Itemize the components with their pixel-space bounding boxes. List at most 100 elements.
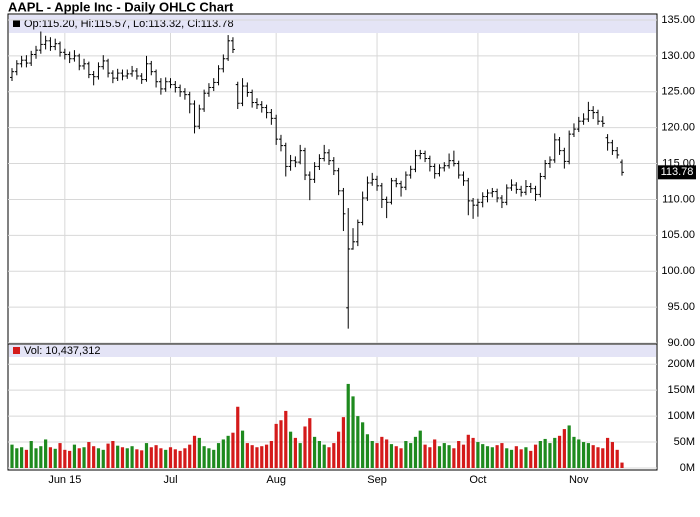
volume-bar [288, 431, 293, 468]
volume-bar [159, 448, 163, 468]
volume-bar [207, 448, 211, 468]
volume-bar [140, 450, 144, 468]
volume-bar [264, 444, 269, 468]
volume-bar [298, 443, 302, 468]
volume-bar [332, 443, 336, 468]
volume-tick-label: 200M [667, 358, 695, 370]
volume-bar [591, 445, 595, 468]
y-tick-label: 90.00 [667, 337, 695, 349]
grid [8, 19, 657, 469]
volume-bar [404, 441, 408, 468]
volume-bar [164, 449, 168, 468]
volume-bar [10, 444, 14, 468]
y-tick-label: 95.00 [667, 301, 695, 313]
volume-bar [149, 447, 153, 468]
volume-bar [111, 441, 115, 468]
volume-bar [15, 448, 19, 468]
volume-bar [303, 426, 307, 468]
y-tick-label: 135.00 [661, 14, 695, 26]
volume-bar [212, 449, 216, 468]
volume-legend-bar [9, 345, 656, 357]
volume-bar [615, 449, 619, 468]
volume-tick-label: 100M [667, 410, 695, 422]
volume-bar [202, 446, 206, 468]
volume-bar [337, 431, 341, 468]
volume-bar [577, 439, 581, 468]
volume-bar [293, 437, 297, 468]
x-tick-label: Nov [569, 474, 589, 486]
volume-bar [572, 436, 576, 468]
volume-bar [524, 447, 528, 468]
volume-bar [495, 445, 499, 468]
volume-legend-swatch [13, 347, 20, 354]
volume-bar [173, 449, 177, 468]
y-tick-label: 130.00 [661, 50, 695, 62]
price-legend-swatch [13, 20, 20, 27]
volume-bar [409, 443, 413, 468]
last-price-box [658, 165, 696, 180]
volume-bar [428, 447, 432, 468]
y-tick-label: 120.00 [661, 122, 695, 134]
volume-bar [447, 445, 451, 468]
volume-bar [433, 439, 437, 468]
volume-bar [255, 447, 259, 468]
volume-bar [481, 444, 485, 468]
volume-bar [399, 448, 403, 468]
volume-bar [452, 448, 456, 468]
volume-bar [620, 462, 624, 468]
volume-bar [284, 410, 288, 468]
x-tick-label: Jun 15 [48, 474, 81, 486]
volume-bar [365, 434, 370, 468]
volume-bar [34, 448, 38, 468]
volume-bar [53, 448, 57, 468]
volume-bar [514, 446, 518, 468]
volume-bar [72, 444, 77, 468]
volume-bar [144, 443, 149, 468]
y-tick-label: 125.00 [661, 86, 695, 98]
price-panel [7, 13, 658, 345]
volume-bar [317, 441, 322, 468]
volume-bar [380, 436, 384, 468]
volume-bar [375, 443, 379, 468]
volume-bar [538, 441, 542, 468]
volume-bar [322, 444, 326, 468]
volume-bar [168, 447, 173, 468]
volume-bar [120, 447, 125, 468]
volume-bar [394, 446, 398, 468]
volume-bar [39, 446, 43, 468]
volume-bar [466, 434, 470, 468]
y-tick-label: 110.00 [662, 193, 695, 205]
volume-bar [178, 450, 182, 468]
volume-bar [418, 430, 422, 468]
volume-bar [183, 448, 187, 468]
volume-bar [63, 449, 67, 468]
volume-bar [461, 444, 466, 468]
volume-bar [188, 444, 192, 468]
volume-bar [269, 441, 273, 468]
volume-bar [20, 447, 24, 468]
volume-bar [245, 443, 249, 468]
volume-legend-text: Vol: 10,437,312 [24, 345, 100, 357]
volume-bar [135, 449, 139, 468]
volume-bar [48, 447, 53, 468]
volume-bar [505, 448, 509, 468]
volume-bar [96, 448, 101, 468]
volume-bar [557, 435, 562, 468]
x-tick-label: Jul [163, 474, 177, 486]
x-tick-label: Aug [266, 474, 286, 486]
volume-bar [327, 447, 331, 468]
volume-bar [442, 443, 446, 468]
volume-bar [605, 437, 610, 468]
volume-bar [101, 449, 105, 468]
volume-bar [437, 446, 442, 468]
volume-bar [87, 442, 91, 468]
volume-bar [92, 446, 96, 468]
volume-bar [356, 416, 360, 468]
volume-bar [509, 449, 514, 468]
volume-bar [236, 406, 240, 468]
volume-bar [260, 446, 264, 468]
volume-bar [346, 383, 350, 468]
y-tick-label: 105.00 [661, 229, 695, 241]
chart-title: AAPL - Apple Inc - Daily OHLC Chart [8, 0, 234, 14]
volume-bar [423, 444, 427, 468]
